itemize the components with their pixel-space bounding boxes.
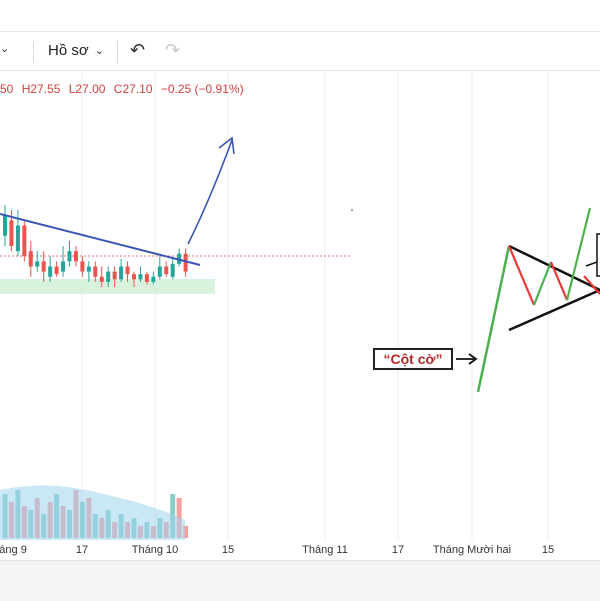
x-tick-label: 15 — [541, 544, 555, 556]
flag-zig-green-1 — [532, 261, 553, 306]
flag-pole-line — [476, 245, 511, 393]
candle — [144, 274, 149, 282]
redo-icon[interactable]: ↷ — [165, 40, 181, 60]
candle — [99, 276, 104, 282]
candle — [61, 261, 66, 272]
candle — [93, 266, 98, 277]
breakout-arrow — [187, 139, 233, 245]
breakout-arrowhead — [218, 136, 235, 155]
candle — [86, 266, 91, 272]
ohlc-change: −0.25 (−0.91%) — [160, 82, 244, 96]
timeframe-dropdown[interactable]: ⌄ — [0, 42, 9, 55]
candle — [112, 271, 117, 280]
candle — [41, 261, 46, 272]
candle — [170, 263, 175, 277]
x-tick-label: Tháng 11 — [302, 544, 348, 556]
x-tick-label: 17 — [75, 544, 89, 556]
toolbar: ⌄ Hồ sơ ⌄ ↶ ↷ — [0, 31, 600, 71]
candle — [183, 253, 188, 272]
flag-pattern-diagram — [456, 207, 600, 393]
profile-label: Hồ sơ — [48, 42, 89, 59]
candle — [157, 266, 162, 277]
flag-zig-green-2 — [565, 207, 592, 301]
candle — [54, 266, 59, 275]
candle — [48, 266, 53, 277]
candles — [3, 205, 188, 287]
volume-bar — [183, 526, 189, 538]
profile-dropdown[interactable]: Hồ sơ ⌄ — [48, 42, 104, 59]
candle — [9, 220, 14, 246]
candle — [151, 276, 156, 282]
candle — [138, 274, 143, 280]
trend-line — [0, 213, 201, 266]
x-tick-label: 17 — [391, 544, 405, 556]
flag-zig-red-3 — [583, 275, 600, 295]
ohlc-high: H27.55 — [21, 82, 61, 96]
candle — [73, 251, 78, 262]
candle — [67, 251, 72, 262]
ohlc-readout: 50 H27.55 L27.00 C27.10 −0.25 (−0.91%) — [0, 82, 249, 96]
toolbar-divider — [33, 41, 34, 63]
candle — [15, 225, 20, 252]
flag-pole-pointer-head — [468, 353, 478, 365]
chevron-down-icon: ⌄ — [0, 43, 10, 55]
x-tick-label: háng 9 — [0, 544, 27, 556]
bottom-bar — [0, 560, 600, 601]
support-zone — [0, 279, 215, 294]
x-tick-label: 15 — [221, 544, 235, 556]
candle — [28, 251, 33, 267]
flag-bottom-line — [508, 288, 600, 332]
candle — [35, 261, 40, 267]
chevron-down-icon: ⌄ — [94, 45, 104, 57]
flag-pole-label: “Cột cờ” — [373, 348, 453, 370]
x-tick-label: Tháng 10 — [131, 544, 179, 556]
ohlc-low: L27.00 — [68, 82, 106, 96]
volume-ma-area — [0, 485, 185, 540]
candle — [119, 266, 124, 280]
toolbar-divider — [117, 41, 118, 63]
candle — [125, 266, 130, 275]
flag-zig-red-1 — [507, 245, 536, 306]
marker-dot — [351, 209, 353, 211]
gridlines — [81, 72, 549, 540]
candle — [3, 215, 7, 236]
candle — [164, 266, 169, 275]
candle — [80, 261, 85, 272]
partial-label-arrow — [585, 261, 598, 267]
ohlc-open: 50 — [0, 82, 14, 96]
ohlc-close: C27.10 — [113, 82, 153, 96]
undo-icon[interactable]: ↶ — [130, 40, 146, 60]
candle — [22, 225, 27, 257]
x-tick-label: Tháng Mười hai — [432, 544, 512, 556]
candle — [106, 271, 111, 282]
candle — [132, 274, 136, 280]
flag-zig-red-2 — [549, 261, 569, 301]
partial-label-box — [596, 233, 600, 277]
